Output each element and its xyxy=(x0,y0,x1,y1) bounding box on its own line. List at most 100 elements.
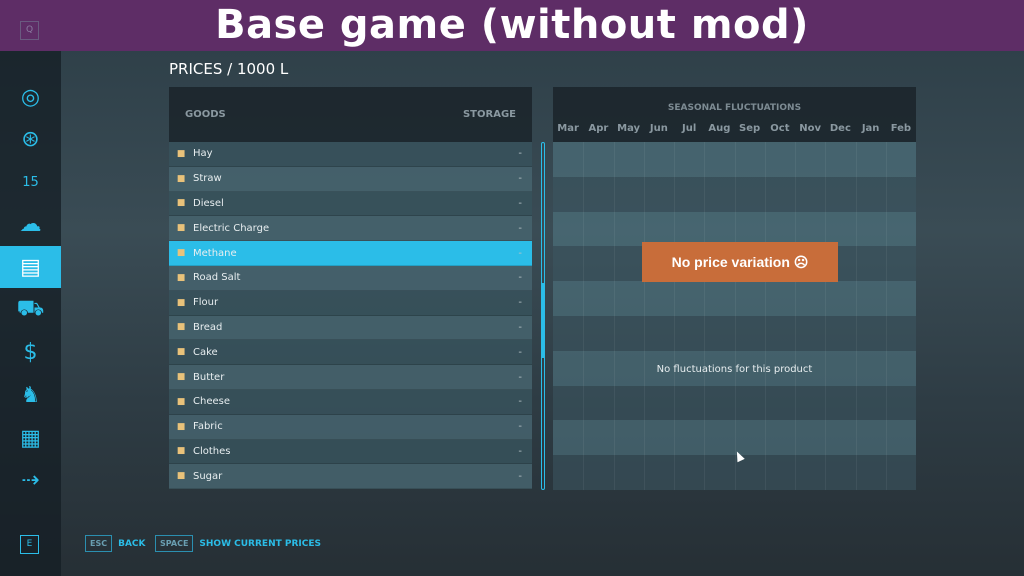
goods-row[interactable]: ■ Straw - xyxy=(169,166,532,192)
tractor-icon[interactable]: ⛟ xyxy=(16,296,45,321)
month-label: May xyxy=(617,123,641,134)
grid-line xyxy=(764,142,766,490)
grid-band xyxy=(553,385,916,421)
production-icon[interactable]: ⇢ xyxy=(21,467,40,493)
goods-row[interactable]: ■ Butter - xyxy=(169,365,532,390)
storage-value: - xyxy=(518,445,522,457)
goods-row[interactable]: ■ Sugar - xyxy=(169,464,532,490)
goods-row[interactable]: ■ Cheese - xyxy=(169,389,532,415)
goods-scrollbar[interactable] xyxy=(541,142,545,490)
goods-row[interactable]: ■ Cake - xyxy=(169,340,532,366)
goods-row[interactable]: ■ Road Salt - xyxy=(169,265,532,291)
product-name: Road Salt xyxy=(193,272,241,284)
product-name: Fabric xyxy=(193,421,223,433)
prices-chart-icon[interactable]: ▤ xyxy=(0,246,61,288)
grid-line xyxy=(885,142,887,490)
storage-value: - xyxy=(518,421,522,433)
storage-value: - xyxy=(518,173,522,185)
page-title: PRICES / 1000 L xyxy=(169,60,289,78)
storage-value: - xyxy=(518,346,522,358)
goods-row[interactable]: ■ Electric Charge - xyxy=(169,216,532,242)
goods-row[interactable]: ■ Fabric - xyxy=(169,414,532,440)
product-name: Bread xyxy=(193,321,223,333)
grid-line xyxy=(674,142,675,490)
goods-column-header: GOODS xyxy=(185,109,226,120)
grid-line xyxy=(643,142,645,490)
seasonal-grid: No price variation ☹ No fluctuations for… xyxy=(553,142,916,490)
grid-line xyxy=(613,142,615,490)
storage-value: - xyxy=(518,272,522,284)
show-current-prices-button[interactable]: SPACE SHOW CURRENT PRICES xyxy=(155,535,321,552)
goods-list: GOODS STORAGE ■ Hay - ■ Straw - ■ Diesel - ■ Elect… xyxy=(169,87,532,490)
calendar-icon[interactable]: 15 xyxy=(22,174,39,190)
month-label: Jul xyxy=(681,123,697,134)
goods-row[interactable]: ■ Diesel - xyxy=(169,191,532,217)
show-current-prices-label: SHOW CURRENT PRICES xyxy=(199,538,321,549)
scrollbar-thumb[interactable] xyxy=(542,283,544,358)
seasonal-fluctuations-panel: SEASONAL FLUCTUATIONS Mar Apr May Jun Jul Aug… xyxy=(553,87,916,490)
product-icon: ■ xyxy=(176,198,186,209)
product-name: Methane xyxy=(193,247,237,259)
month-label: Aug xyxy=(708,123,731,134)
product-name: Cheese xyxy=(193,396,230,408)
product-icon: ■ xyxy=(176,322,186,333)
product-name: Diesel xyxy=(193,197,224,209)
storage-value: - xyxy=(518,371,522,383)
storage-value: - xyxy=(518,148,522,160)
product-icon: ■ xyxy=(176,148,186,159)
grid-band xyxy=(553,455,916,490)
month-label: Sep xyxy=(739,123,761,134)
grid-band xyxy=(553,315,916,351)
product-icon: ■ xyxy=(176,446,186,457)
grid-band xyxy=(553,281,916,316)
goods-row[interactable]: ■ Bread - xyxy=(169,315,532,341)
product-icon: ■ xyxy=(176,223,186,234)
storage-column-header: STORAGE xyxy=(462,109,516,120)
product-icon: ■ xyxy=(176,272,186,283)
storage-value: - xyxy=(518,297,522,309)
storage-value: - xyxy=(518,470,522,482)
month-label: Feb xyxy=(890,123,912,134)
grid-line xyxy=(583,142,585,490)
product-icon: ■ xyxy=(176,248,186,259)
storage-value: - xyxy=(518,222,522,234)
globe-map-icon[interactable]: ◎ xyxy=(20,84,41,110)
product-icon: ■ xyxy=(176,471,186,482)
product-icon: ■ xyxy=(176,372,186,383)
product-icon: ■ xyxy=(176,421,186,432)
grid-line xyxy=(704,142,706,490)
grid-line xyxy=(825,142,827,490)
grid-band xyxy=(553,211,916,247)
goods-row[interactable]: ■ Methane - xyxy=(169,241,532,266)
grid-band xyxy=(553,176,916,212)
goods-row[interactable]: ■ Hay - xyxy=(169,142,532,167)
product-name: Hay xyxy=(193,148,213,160)
product-name: Electric Charge xyxy=(193,222,270,234)
month-label: Jun xyxy=(649,123,668,134)
steering-wheel-icon[interactable]: ⊛ xyxy=(21,126,40,152)
key-q-button[interactable]: Q xyxy=(20,21,39,40)
back-button[interactable]: ESC BACK xyxy=(85,535,146,552)
weather-icon[interactable]: ☁ xyxy=(19,211,42,237)
goods-row[interactable]: ■ Clothes - xyxy=(169,439,532,465)
key-e-button[interactable]: E xyxy=(20,535,39,554)
product-name: Cake xyxy=(193,346,218,358)
product-name: Straw xyxy=(193,173,222,185)
sidebar: E ◎ ⊛ 15 ☁ ▤ ⛟ $ ♞ ▦ ⇢ xyxy=(0,51,61,576)
product-icon: ■ xyxy=(176,297,186,308)
storage-value: - xyxy=(518,197,522,209)
grid-band xyxy=(553,350,916,386)
month-label: Mar xyxy=(557,123,579,134)
product-name: Butter xyxy=(193,371,225,383)
no-fluctuations-message: No fluctuations for this product xyxy=(656,364,813,375)
storage-value: - xyxy=(518,396,522,408)
cow-icon[interactable]: ♞ xyxy=(20,382,41,408)
seasonal-title: SEASONAL FLUCTUATIONS xyxy=(667,103,802,113)
storage-value: - xyxy=(518,247,522,259)
money-icon[interactable]: $ xyxy=(23,339,38,365)
contracts-icon[interactable]: ▦ xyxy=(20,425,41,451)
goods-row[interactable]: ■ Flour - xyxy=(169,290,532,316)
space-key: SPACE xyxy=(155,535,194,552)
banner-title: Base game (without mod) xyxy=(215,2,809,48)
month-label: Nov xyxy=(799,123,821,134)
